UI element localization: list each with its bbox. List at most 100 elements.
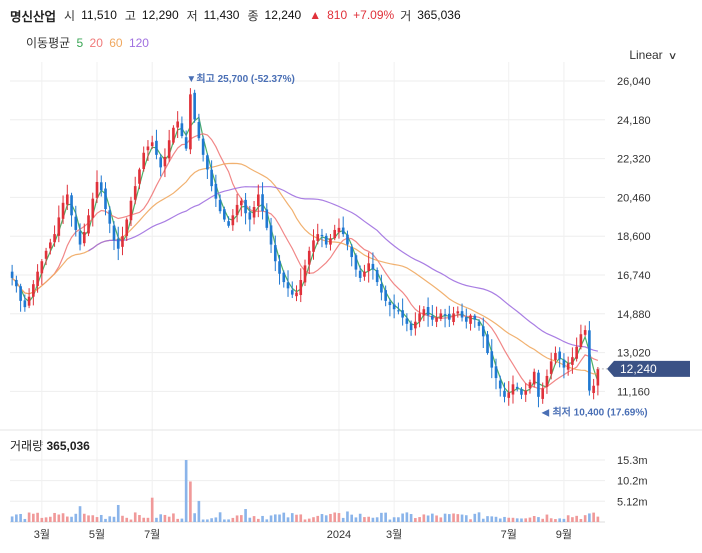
volume-bar xyxy=(507,517,511,522)
volume-bar xyxy=(401,513,404,522)
volume-bar xyxy=(384,512,387,522)
volume-bar xyxy=(167,516,171,522)
candle-body xyxy=(256,194,260,206)
candle-body xyxy=(588,330,591,391)
candle-body xyxy=(520,389,523,395)
volume-bar xyxy=(256,518,260,522)
volume-bar xyxy=(363,517,366,522)
candle-body xyxy=(554,353,557,361)
candle-body xyxy=(201,138,205,155)
candle-body xyxy=(511,384,515,395)
max-price-label: 최고 25,700 (-52.37%) xyxy=(196,72,294,85)
volume-bar xyxy=(375,517,379,522)
candlesticks xyxy=(10,88,600,408)
volume-bar xyxy=(265,519,269,522)
candle-body xyxy=(95,181,99,198)
volume-bar xyxy=(490,516,494,522)
volume-bar xyxy=(112,516,116,522)
volume-bar xyxy=(562,518,566,522)
volume-bar xyxy=(329,513,332,522)
volume-bar xyxy=(133,512,137,522)
candle-body xyxy=(265,209,269,228)
scale-selector[interactable]: Linear ∨ xyxy=(629,48,678,62)
candle-body xyxy=(146,146,150,151)
candle-body xyxy=(443,314,447,316)
volume-bar xyxy=(320,514,324,522)
volume-bar xyxy=(515,518,519,522)
volume-bar xyxy=(227,519,230,522)
high-label: 고 xyxy=(124,8,136,23)
candle-body xyxy=(44,250,48,259)
volume-bar xyxy=(125,517,129,522)
volume-bar xyxy=(65,516,69,522)
candle-body xyxy=(312,240,315,252)
candle-body xyxy=(244,199,247,214)
volume-bar xyxy=(460,514,464,522)
candle-body xyxy=(431,315,434,320)
candle-body xyxy=(486,334,489,354)
candle-body xyxy=(210,169,213,187)
candle-body xyxy=(184,137,188,149)
volume-bar xyxy=(193,513,196,522)
volume-bar xyxy=(290,513,294,522)
candle-body xyxy=(341,227,345,235)
price-tick-label: 20,460 xyxy=(617,192,651,204)
volume-bar xyxy=(150,497,154,522)
volume-bar xyxy=(201,519,205,522)
candle-body xyxy=(579,334,583,348)
candle-body xyxy=(324,235,328,245)
candle-body xyxy=(125,219,129,236)
candle-body xyxy=(583,330,587,335)
candle-body xyxy=(23,300,27,308)
candle-body xyxy=(481,326,485,337)
volume-bar xyxy=(223,519,226,522)
volume-bar xyxy=(380,512,383,522)
volume-bar xyxy=(324,515,328,522)
volume-bar xyxy=(575,515,578,522)
price-tick-label: 18,600 xyxy=(617,231,651,243)
volume-bar xyxy=(431,513,434,522)
ma-5-label: 5 xyxy=(76,36,84,50)
volume-bar xyxy=(138,515,141,522)
candle-body xyxy=(456,311,460,314)
candle-body xyxy=(414,321,417,329)
candle-body xyxy=(176,121,179,128)
volume-bar xyxy=(583,515,587,522)
candle-body xyxy=(401,310,404,318)
candle-body xyxy=(558,351,561,360)
volume-bar xyxy=(87,515,90,522)
candle-body xyxy=(53,234,56,243)
candle-body xyxy=(418,313,421,322)
candle-body xyxy=(214,183,218,199)
candle-body xyxy=(452,313,455,322)
candle-body xyxy=(439,313,443,319)
close-value: 12,240 xyxy=(264,8,302,22)
x-axis-label: 7월 xyxy=(501,528,517,541)
candle-body xyxy=(197,121,201,139)
candle-body xyxy=(104,188,107,210)
candle-body xyxy=(15,279,18,287)
candle-body xyxy=(65,194,69,205)
candle-body xyxy=(473,315,477,320)
moving-average-legend: 이동평균 5 20 60 120 xyxy=(26,34,152,51)
candle-body xyxy=(295,292,298,297)
candle-body xyxy=(545,375,549,387)
x-axis-label: 9월 xyxy=(556,528,572,541)
candle-body xyxy=(503,390,506,397)
candle-body xyxy=(363,271,366,277)
candle-body xyxy=(426,307,430,316)
volume-bar xyxy=(367,516,370,522)
volume-bar xyxy=(312,517,315,522)
volume-bar xyxy=(418,517,421,522)
chevron-down-icon: ∨ xyxy=(667,51,678,62)
volume-bar xyxy=(163,514,167,522)
volume-bar xyxy=(53,512,56,522)
volume-bar xyxy=(40,517,44,522)
volume-bar xyxy=(206,519,209,522)
volume-bar xyxy=(95,517,99,522)
candle-body xyxy=(596,368,600,386)
candle-body xyxy=(435,317,438,322)
volume-bar xyxy=(354,517,358,522)
volume-bar xyxy=(176,518,179,522)
